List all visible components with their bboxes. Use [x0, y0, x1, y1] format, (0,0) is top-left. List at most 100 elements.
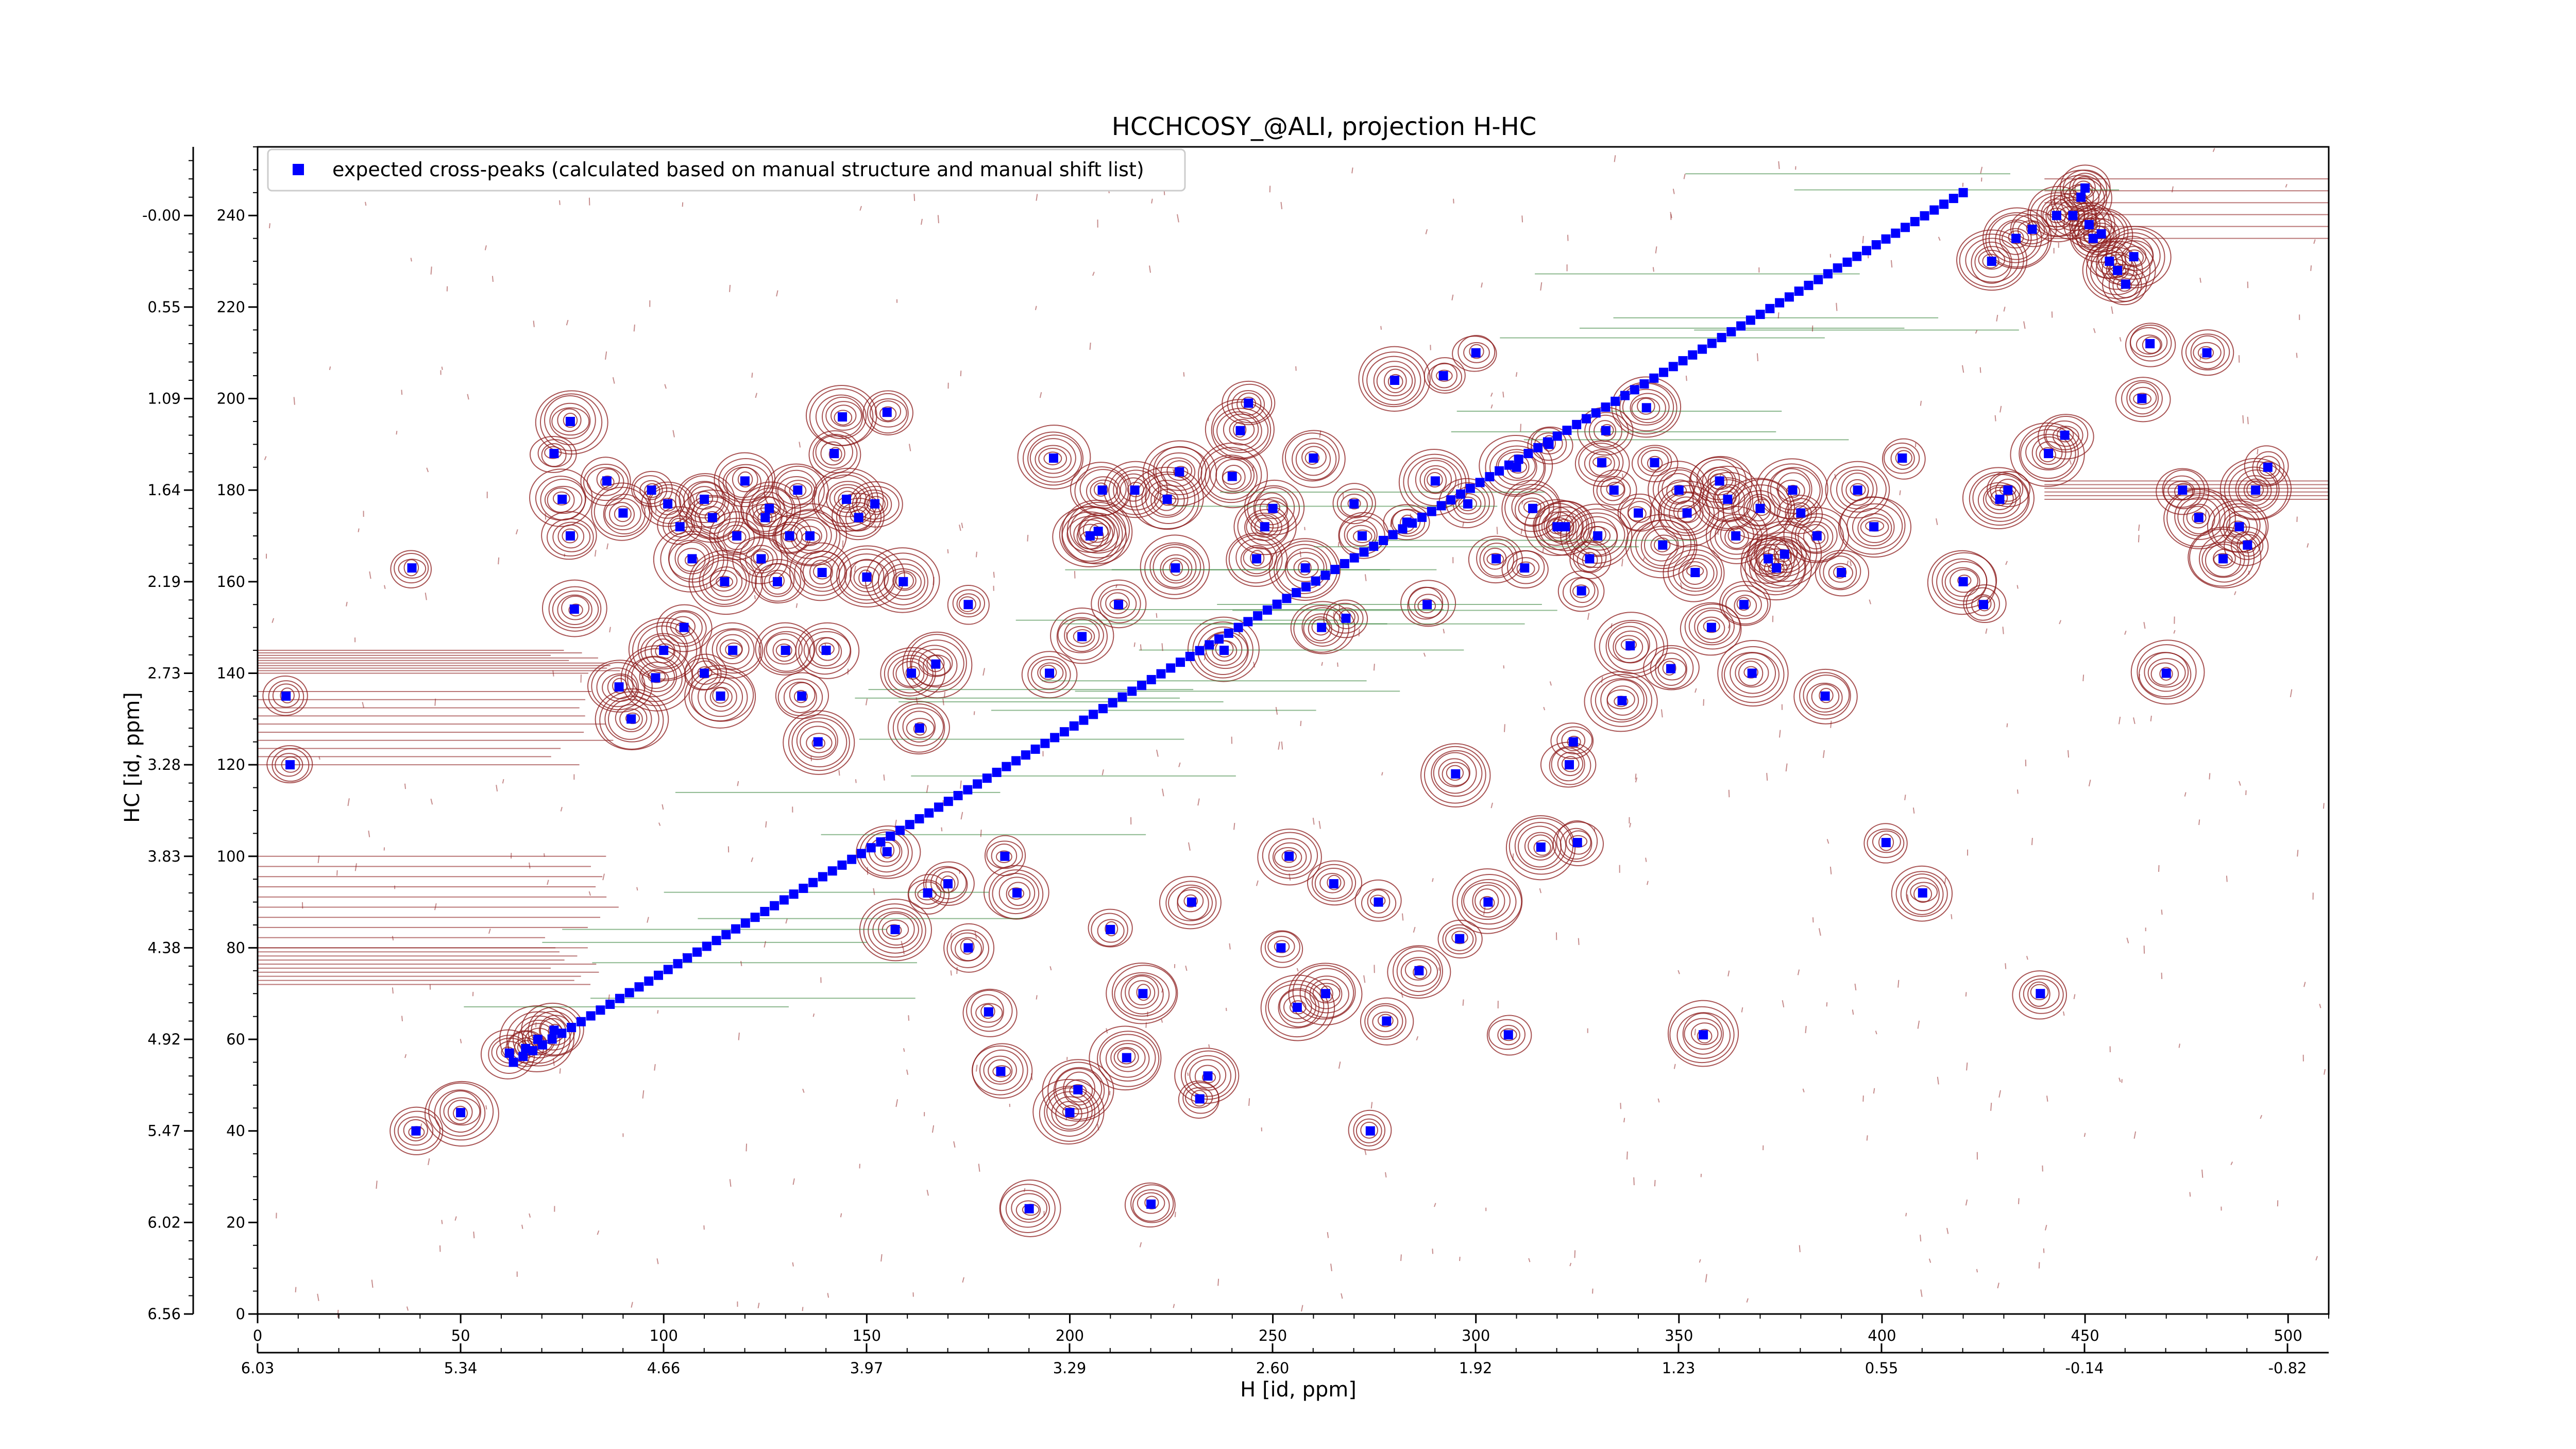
contour-ring: [809, 560, 833, 585]
contour-ring: [1327, 874, 1342, 890]
noise-contour: [975, 1065, 978, 1072]
noise-contour: [842, 540, 844, 547]
diagonal-cross-peak: [1485, 472, 1495, 482]
cross-peak: [805, 531, 815, 541]
noise-contour: [1660, 709, 1663, 718]
contour-ring: [1546, 511, 1583, 543]
contour-ring: [499, 1005, 574, 1072]
contour-ring: [1560, 503, 1633, 568]
noise-contour: [1358, 629, 1360, 636]
contour-ring: [1064, 1079, 1093, 1103]
noise-contour: [1520, 528, 1523, 534]
contour-ring: [771, 465, 825, 515]
contour-ring: [1468, 535, 1523, 584]
contour-ring: [1427, 363, 1463, 391]
contour-ring: [1354, 879, 1402, 922]
contour-ring: [1819, 687, 1834, 703]
noise-contour: [2319, 1003, 2321, 1008]
contour-ring: [1775, 549, 1791, 563]
cross-peak: [2027, 224, 2037, 234]
contour-ring: [1431, 750, 1483, 797]
contour-ring: [637, 625, 688, 673]
cross-peak: [1471, 348, 1481, 358]
cross-peak: [533, 1035, 543, 1044]
noise-contour: [2303, 982, 2306, 987]
cross-peak: [821, 646, 831, 655]
noise-contour: [795, 603, 798, 608]
noise-contour: [865, 698, 868, 705]
cross-peak: [1690, 568, 1700, 578]
contour-ring: [1400, 580, 1456, 627]
diagonal-cross-peak: [934, 802, 944, 812]
noise-contour: [1321, 662, 1323, 666]
contour-ring: [880, 841, 895, 859]
contour-ring: [1333, 607, 1359, 629]
contour-ring: [1307, 860, 1363, 906]
noise-contour: [1629, 822, 1632, 828]
noise-contour: [950, 933, 953, 938]
contour-ring: [1556, 726, 1593, 754]
contour-ring: [1557, 570, 1605, 612]
noise-contour: [368, 830, 370, 837]
contour-ring: [1488, 1019, 1526, 1050]
contour-ring: [2190, 335, 2225, 369]
contour-ring: [808, 430, 861, 479]
contour-ring: [1373, 361, 1416, 401]
contour-ring: [1566, 830, 1591, 855]
contour-ring: [906, 634, 967, 693]
contour-ring: [2121, 246, 2147, 267]
diagonal-cross-peak: [1021, 750, 1030, 760]
contour-ring: [1027, 434, 1082, 483]
contour-ring: [1669, 1006, 1735, 1064]
noise-contour: [901, 940, 904, 948]
contour-ring: [852, 485, 900, 523]
contour-ring: [1364, 1003, 1406, 1040]
noise-contour: [645, 503, 647, 509]
noise-contour: [1204, 652, 1207, 661]
contour-ring: [1035, 445, 1072, 474]
noise-contour: [916, 697, 918, 704]
noise-contour: [2260, 1115, 2263, 1119]
contour-ring: [1117, 1048, 1136, 1065]
diagonal-cross-peak: [779, 895, 789, 905]
contour-ring: [694, 500, 731, 534]
contour-ring: [866, 496, 886, 513]
contour-ring: [1551, 515, 1580, 537]
diagonal-cross-peak: [1359, 547, 1369, 557]
contour-ring: [1561, 756, 1580, 772]
cross-peak: [1097, 485, 1107, 495]
contour-ring: [1630, 393, 1666, 424]
noise-contour: [1951, 914, 1953, 919]
contour-ring: [557, 524, 585, 549]
contour-ring: [1743, 494, 1776, 526]
contour-ring: [1093, 482, 1109, 497]
diagonal-cross-peak: [1330, 565, 1340, 575]
contour-ring: [2020, 429, 2076, 479]
contour-ring: [272, 683, 300, 708]
contour-ring: [1055, 1068, 1103, 1110]
noise-contour: [1998, 1090, 2001, 1098]
contour-ring: [2008, 230, 2024, 245]
contour-ring: [1650, 647, 1694, 689]
noise-contour: [1101, 769, 1104, 776]
diagonal-cross-peak: [1253, 611, 1263, 621]
x-index-tick-label: 150: [853, 1327, 881, 1344]
diagonal-cross-peak: [615, 993, 624, 1003]
contour-ring: [1810, 530, 1826, 544]
cross-peak: [1641, 403, 1651, 413]
contour-ring: [1713, 484, 1745, 514]
contour-ring: [619, 708, 643, 730]
contour-ring: [1292, 965, 1356, 1020]
contour-ring: [2002, 228, 2029, 249]
contour-ring: [1721, 646, 1785, 703]
contour-ring: [1557, 752, 1584, 777]
contour-ring: [1584, 449, 1620, 478]
contour-ring: [1301, 446, 1327, 469]
cross-peak: [1268, 503, 1278, 513]
contour-ring: [1377, 1014, 1394, 1027]
noise-contour: [1520, 424, 1521, 432]
y-index-tick-label: 20: [226, 1214, 245, 1231]
diagonal-cross-peak: [1417, 512, 1427, 522]
contour-ring: [1594, 420, 1617, 442]
